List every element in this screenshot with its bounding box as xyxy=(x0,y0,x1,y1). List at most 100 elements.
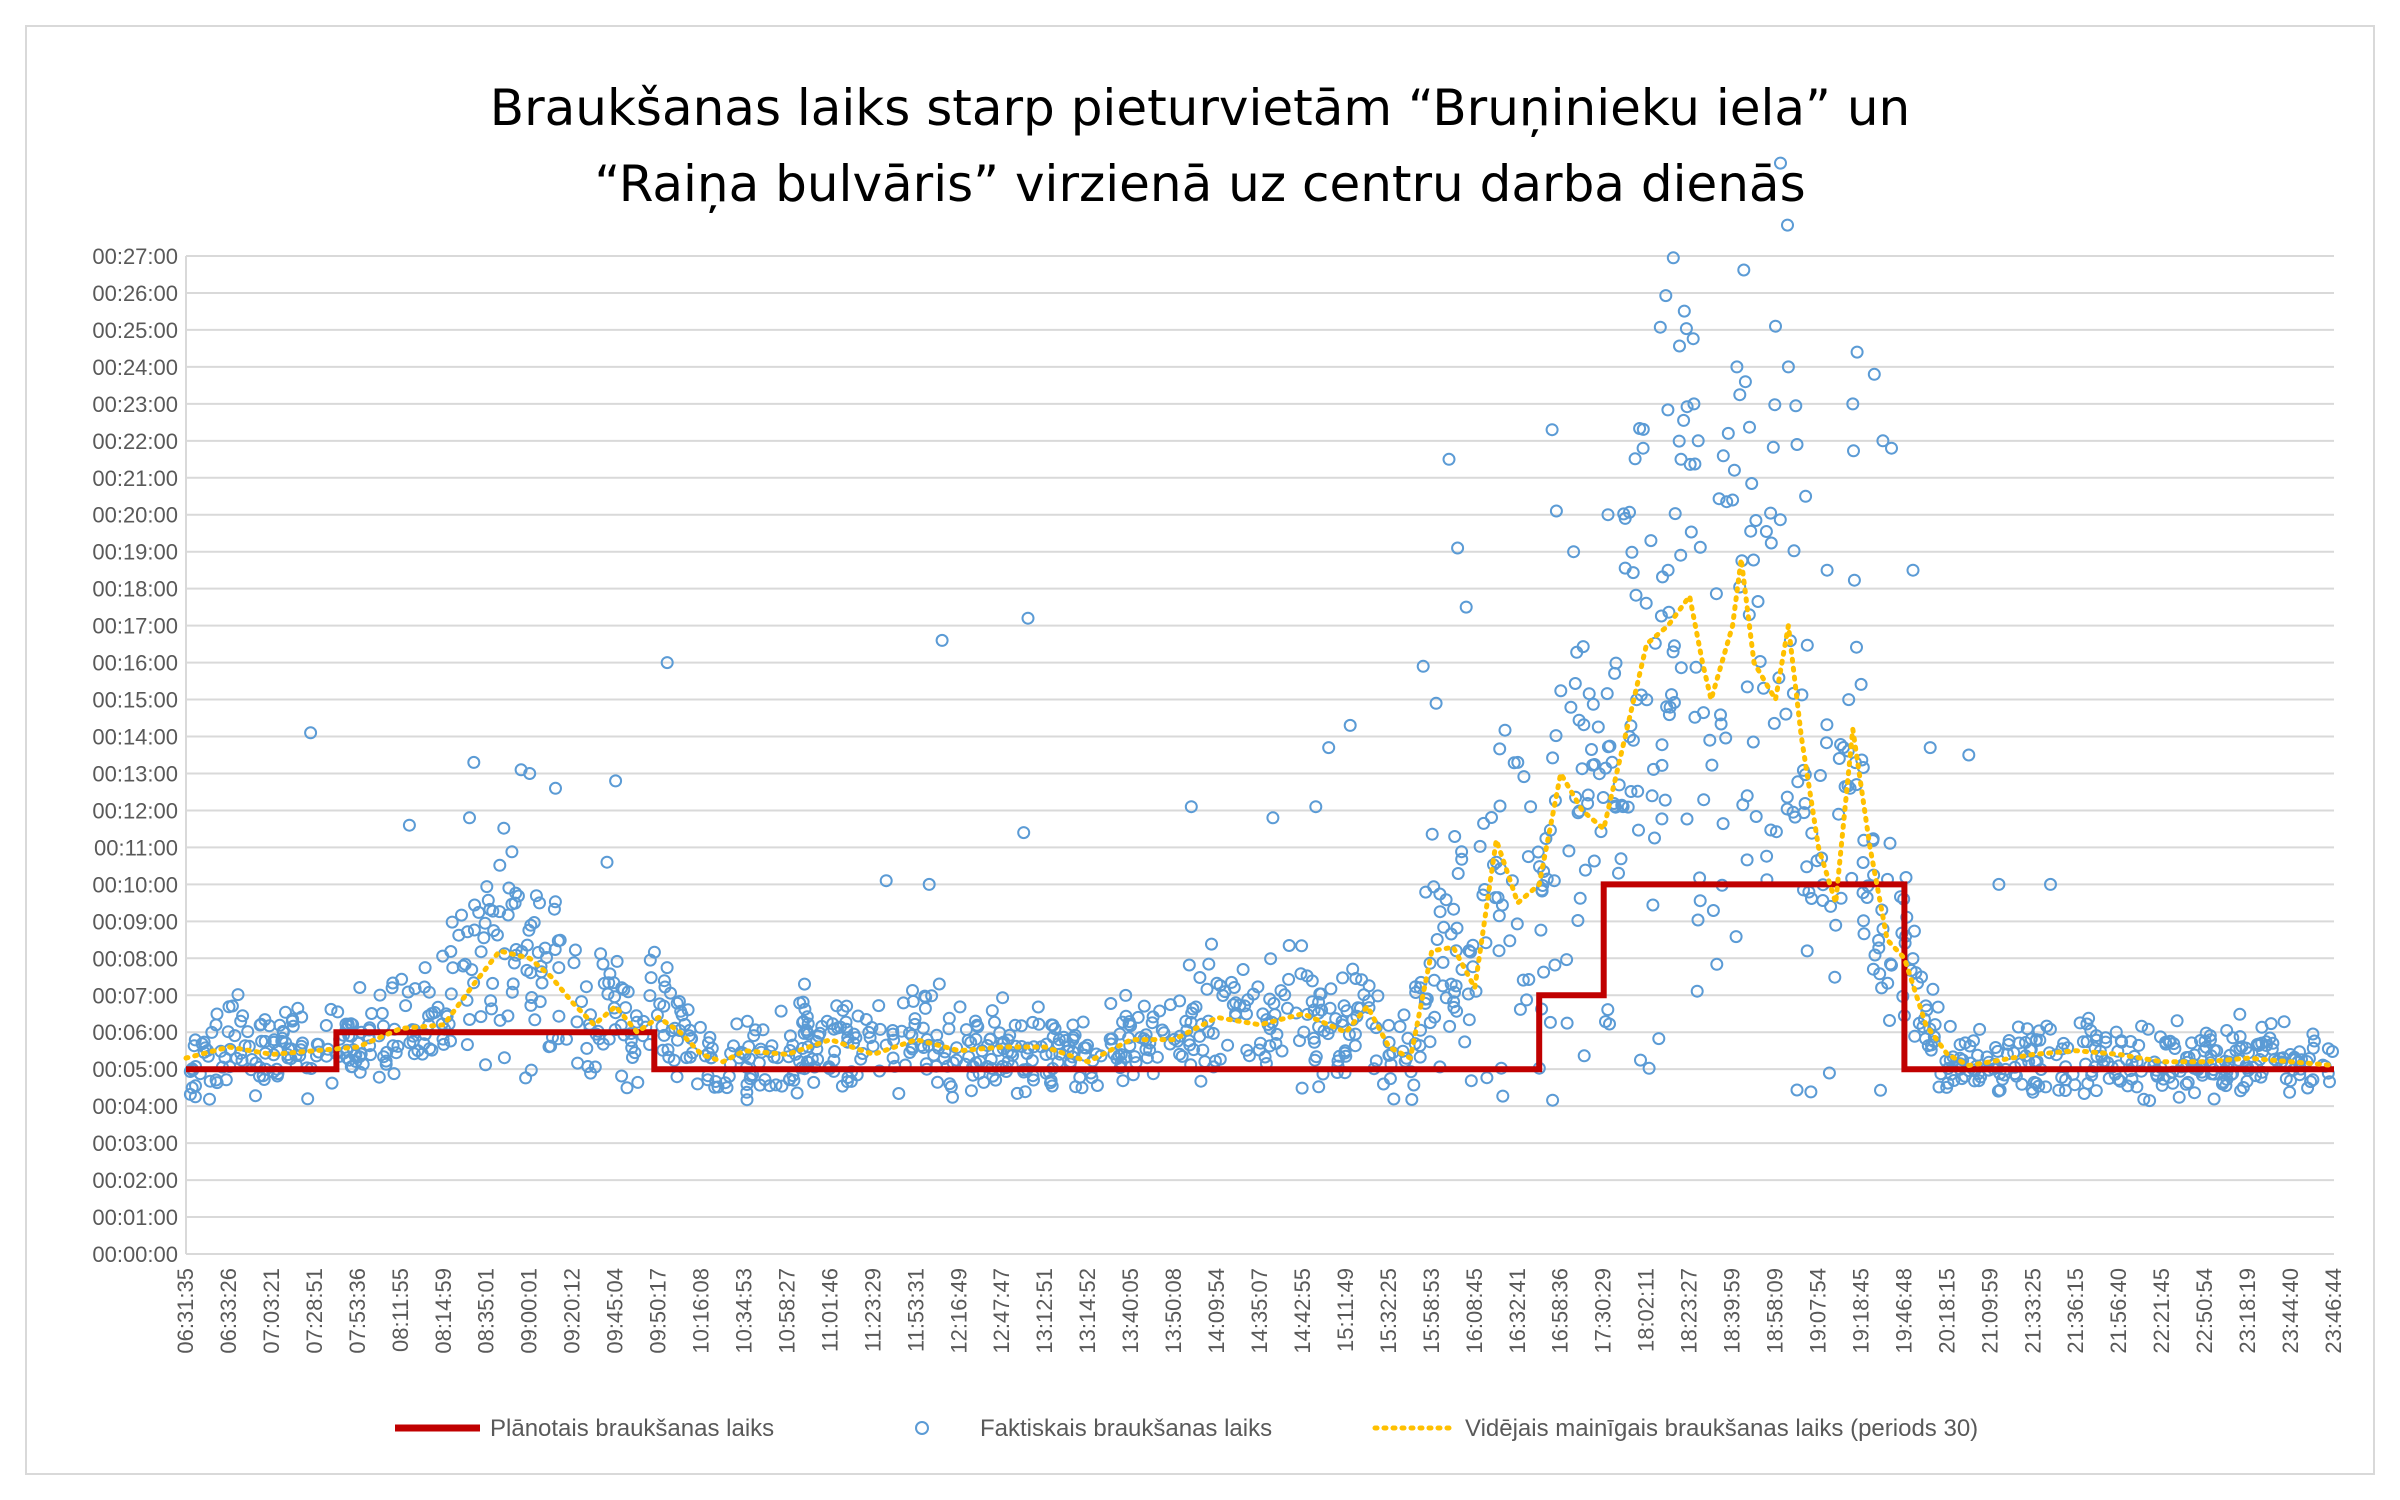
actual-time-point xyxy=(549,781,562,795)
actual-time-point xyxy=(203,1092,216,1106)
actual-time-point xyxy=(985,1004,999,1018)
actual-time-point xyxy=(1760,849,1774,863)
actual-time-point xyxy=(1258,1050,1272,1064)
actual-time-point xyxy=(428,1006,442,1019)
actual-time-point xyxy=(892,1087,906,1100)
actual-time-point xyxy=(1282,939,1296,952)
actual-time-point xyxy=(480,880,494,894)
actual-time-point xyxy=(2115,1035,2129,1049)
actual-time-point xyxy=(372,1070,386,1084)
actual-time-point xyxy=(807,1075,821,1089)
x-tick-label: 19:46:48 xyxy=(1891,1268,1916,1354)
actual-time-point xyxy=(1427,880,1441,894)
actual-time-point xyxy=(331,1005,345,1019)
actual-time-point xyxy=(296,1036,309,1050)
actual-time-point xyxy=(525,991,539,1004)
actual-time-point xyxy=(1738,375,1752,389)
actual-time-point xyxy=(1705,758,1719,772)
actual-time-point xyxy=(1119,1050,1133,1064)
actual-time-point xyxy=(1924,1043,1938,1057)
actual-time-point xyxy=(1689,660,1703,674)
y-tick-label: 00:05:00 xyxy=(92,1057,178,1082)
y-tick-label: 00:17:00 xyxy=(92,614,178,639)
actual-time-point xyxy=(1661,563,1675,577)
actual-time-point xyxy=(835,1079,849,1093)
actual-time-point xyxy=(1971,1048,1985,1062)
chart-title-line-1: Braukšanas laiks starp pieturvietām “Bru… xyxy=(489,79,1911,137)
actual-time-point xyxy=(631,1075,645,1089)
actual-time-point xyxy=(1740,789,1754,803)
actual-time-point xyxy=(1842,693,1856,707)
actual-time-point xyxy=(1636,441,1650,455)
actual-time-point xyxy=(1546,1093,1560,1107)
actual-time-point xyxy=(2185,1036,2199,1050)
actual-time-point xyxy=(1343,718,1357,732)
x-tick-label: 12:47:47 xyxy=(989,1268,1014,1354)
actual-time-point xyxy=(903,1026,916,1040)
x-tick-label: 22:21:45 xyxy=(2149,1268,2174,1354)
actual-time-point xyxy=(1714,717,1728,731)
actual-time-point xyxy=(1057,1030,1071,1044)
actual-time-point xyxy=(1703,733,1717,747)
actual-time-point xyxy=(1122,1017,1136,1031)
actual-time-point xyxy=(460,993,474,1007)
actual-time-point xyxy=(446,961,460,975)
actual-time-point xyxy=(2076,1035,2090,1049)
actual-time-point xyxy=(486,976,500,990)
actual-time-point xyxy=(1677,304,1691,318)
actual-time-point xyxy=(319,1019,333,1032)
actual-time-point xyxy=(1764,506,1778,520)
actual-time-point xyxy=(1045,1079,1059,1093)
actual-time-point xyxy=(1586,758,1600,772)
actual-time-point xyxy=(1324,982,1338,996)
actual-time-point xyxy=(209,1018,223,1032)
actual-time-point xyxy=(1790,438,1804,451)
actual-time-point xyxy=(1923,741,1937,755)
actual-time-point xyxy=(626,1051,639,1064)
actual-time-point xyxy=(1307,1003,1321,1017)
actual-time-point xyxy=(1693,894,1707,908)
actual-time-point xyxy=(1768,398,1782,412)
actual-time-point xyxy=(1511,755,1525,769)
actual-time-point xyxy=(657,974,671,988)
actual-time-point xyxy=(1577,1049,1591,1063)
actual-time-point xyxy=(1017,826,1031,840)
actual-time-point xyxy=(1496,1089,1510,1103)
y-tick-label: 00:04:00 xyxy=(92,1094,178,1119)
x-tick-label: 08:35:01 xyxy=(474,1268,499,1354)
actual-time-point xyxy=(1282,972,1296,986)
actual-time-point xyxy=(2181,1075,2195,1089)
actual-time-point xyxy=(2089,1084,2103,1098)
actual-time-point xyxy=(2089,1033,2103,1047)
actual-time-point xyxy=(241,1025,255,1039)
actual-time-point xyxy=(644,971,658,985)
actual-time-point xyxy=(1194,1074,1208,1088)
actual-time-point xyxy=(1547,874,1561,888)
actual-time-point xyxy=(188,1033,202,1047)
y-tick-label: 00:22:00 xyxy=(92,429,178,454)
actual-time-point xyxy=(455,908,468,922)
actual-time-point xyxy=(851,1009,865,1023)
actual-time-point xyxy=(1767,716,1781,730)
actual-time-point xyxy=(866,1039,880,1053)
x-tick-label: 19:07:54 xyxy=(1805,1268,1830,1354)
x-tick-label: 18:39:59 xyxy=(1720,1268,1745,1354)
actual-time-point xyxy=(1517,770,1531,784)
actual-time-point xyxy=(1719,731,1733,745)
actual-time-point xyxy=(1834,738,1848,751)
actual-time-point xyxy=(1300,969,1314,983)
actual-time-point xyxy=(922,1038,936,1052)
actual-time-point xyxy=(1202,1025,1215,1039)
actual-time-point xyxy=(493,858,507,872)
actual-time-point xyxy=(2197,1044,2211,1058)
actual-time-point xyxy=(1751,595,1765,608)
actual-time-point xyxy=(1866,962,1880,976)
actual-time-point xyxy=(621,985,635,999)
actual-time-point xyxy=(801,1040,815,1054)
actual-time-point xyxy=(1274,984,1288,998)
actual-time-point xyxy=(1769,825,1783,839)
actual-time-point xyxy=(620,1081,634,1095)
y-tick-label: 00:14:00 xyxy=(92,725,178,750)
actual-time-point xyxy=(1654,609,1668,623)
actual-time-point xyxy=(1461,987,1475,1001)
